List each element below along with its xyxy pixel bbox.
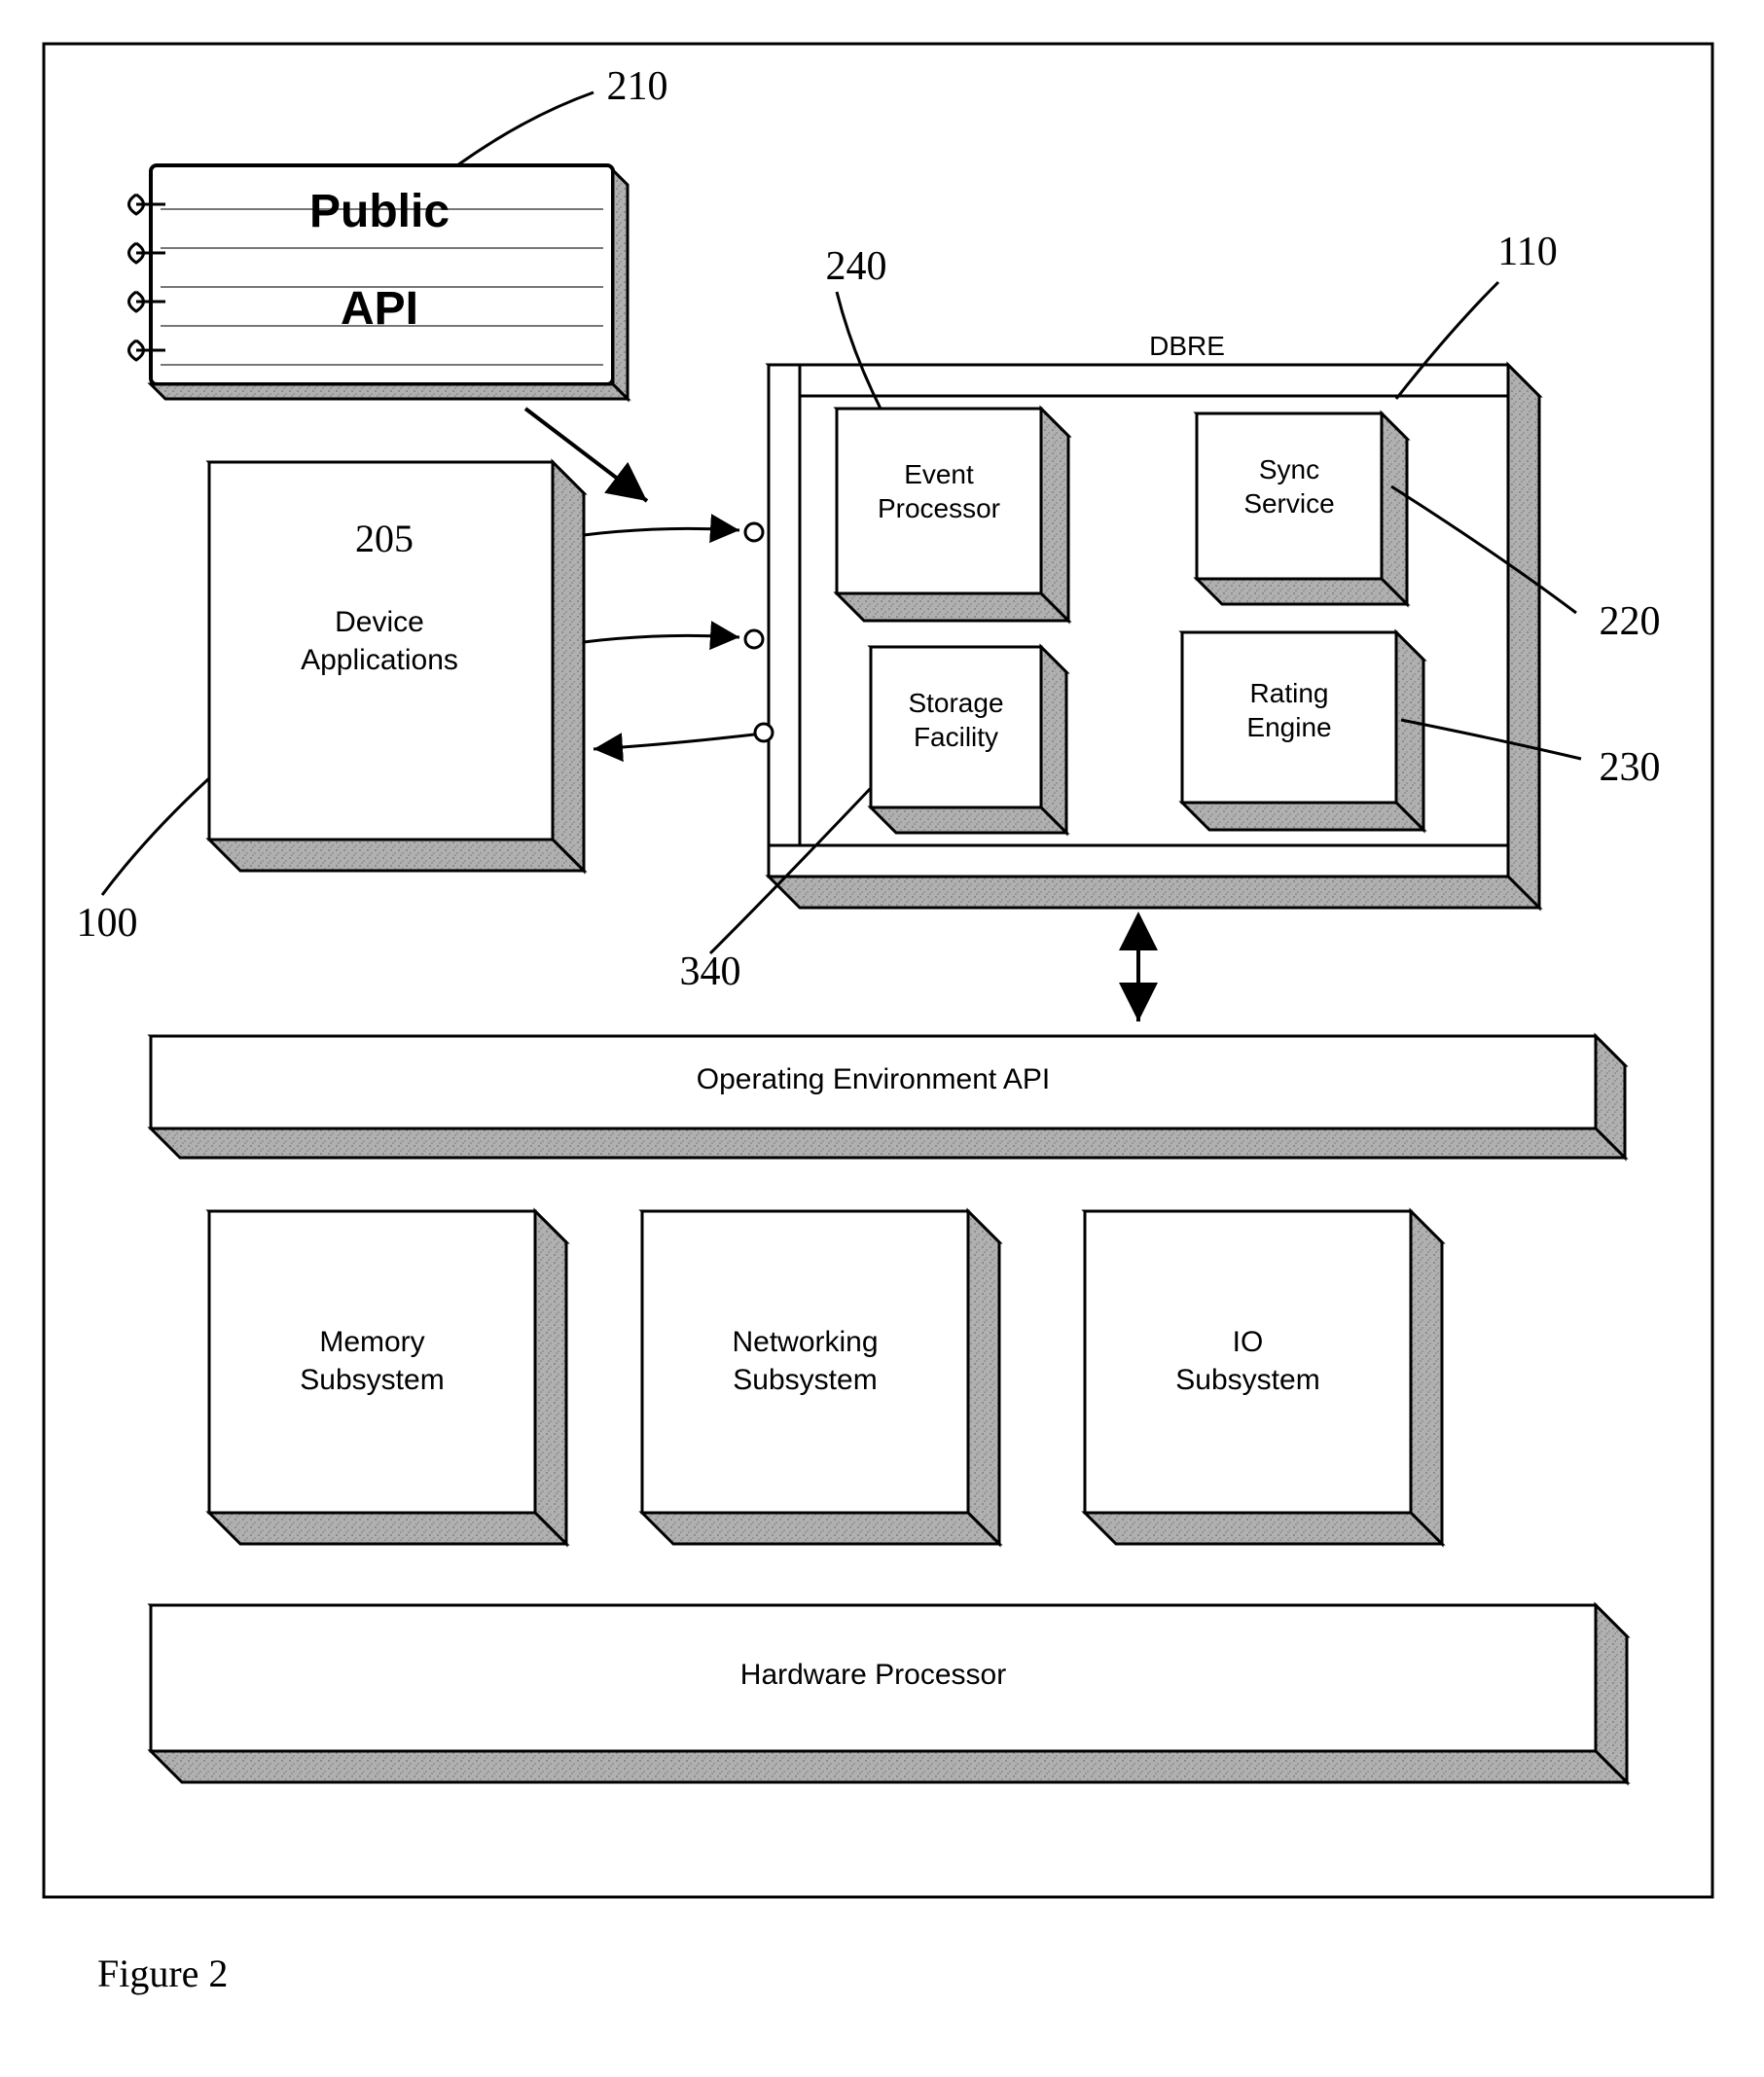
diagram-canvas: Public API 205 Device Applications DBRE … <box>39 39 1725 2038</box>
io-subsystem-box <box>1085 1211 1442 1544</box>
diagram-svg <box>39 39 1725 2038</box>
op-env-api-box <box>151 1036 1625 1158</box>
public-api-block <box>129 165 629 399</box>
storage-facility-box <box>871 647 1066 833</box>
sync-service-box <box>1197 413 1407 604</box>
hardware-processor-box <box>151 1605 1627 1782</box>
connectors <box>584 523 773 749</box>
memory-subsystem-box <box>209 1211 566 1544</box>
networking-subsystem-box <box>642 1211 999 1544</box>
rating-engine-box <box>1182 632 1423 830</box>
device-applications-box <box>209 462 584 871</box>
event-processor-box <box>837 409 1068 621</box>
